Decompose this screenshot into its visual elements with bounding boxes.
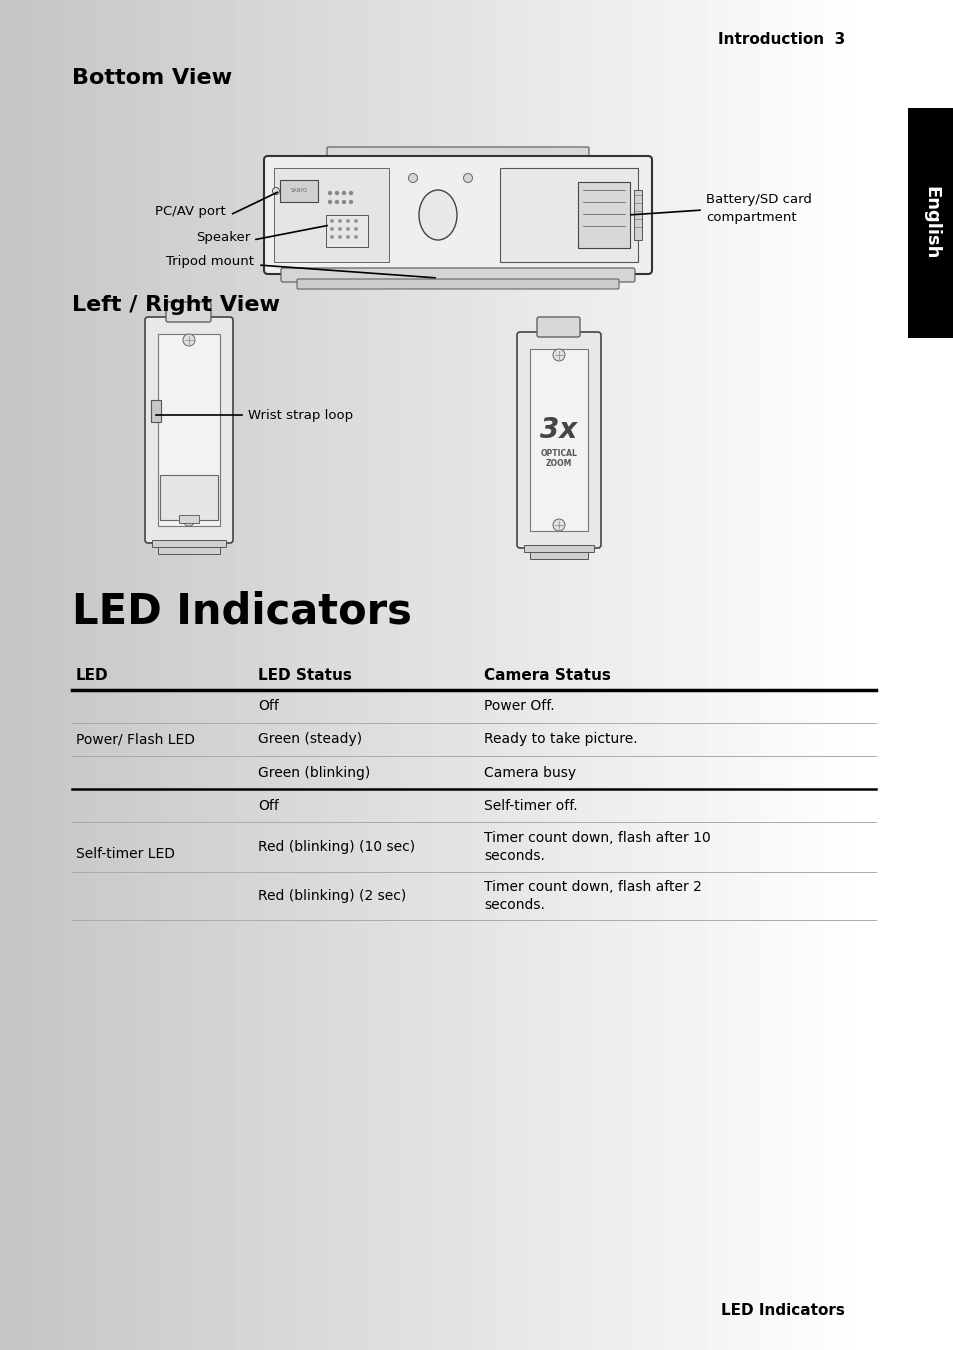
Text: Off: Off [257, 699, 278, 714]
Bar [578, 182, 629, 248]
Text: Camera Status: Camera Status [483, 668, 610, 683]
FancyBboxPatch shape [166, 302, 211, 323]
FancyBboxPatch shape [537, 317, 579, 338]
Text: Battery/SD card
compartment: Battery/SD card compartment [705, 193, 811, 224]
Circle shape [273, 188, 279, 194]
Text: ZOOM: ZOOM [545, 459, 572, 468]
Text: SANYO: SANYO [291, 189, 307, 193]
Text: OPTICAL: OPTICAL [540, 450, 577, 459]
Circle shape [328, 190, 332, 196]
Text: Timer count down, flash after 2
seconds.: Timer count down, flash after 2 seconds. [483, 880, 701, 913]
Ellipse shape [418, 190, 456, 240]
Circle shape [354, 227, 357, 231]
Bar [160, 475, 218, 520]
Circle shape [346, 227, 350, 231]
Text: Tripod mount: Tripod mount [166, 255, 253, 269]
Bar [280, 180, 317, 202]
Text: Power Off.: Power Off. [483, 699, 554, 714]
Text: Wrist strap loop: Wrist strap loop [248, 409, 353, 421]
Circle shape [408, 174, 417, 182]
Circle shape [553, 518, 564, 531]
FancyBboxPatch shape [327, 147, 588, 161]
Text: LED Indicators: LED Indicators [71, 590, 412, 632]
Bar [907, 108, 953, 338]
Bar [179, 514, 199, 522]
Bar [499, 167, 638, 262]
Bar [530, 552, 587, 559]
Circle shape [328, 200, 332, 204]
Text: LED Indicators: LED Indicators [720, 1303, 844, 1318]
Text: Introduction  3: Introduction 3 [717, 32, 844, 47]
Circle shape [463, 174, 472, 182]
Text: 3x: 3x [539, 416, 577, 444]
Bar [523, 545, 594, 552]
Text: Bottom View: Bottom View [71, 68, 232, 88]
Circle shape [354, 235, 357, 239]
Text: Green (steady): Green (steady) [257, 733, 362, 747]
Circle shape [335, 200, 339, 204]
FancyBboxPatch shape [281, 269, 635, 282]
Text: Off: Off [257, 798, 278, 813]
FancyBboxPatch shape [264, 157, 651, 274]
Bar [326, 215, 368, 247]
Circle shape [346, 219, 350, 223]
Bar [634, 190, 641, 240]
Circle shape [341, 200, 346, 204]
Circle shape [337, 235, 341, 239]
Text: English: English [921, 186, 939, 259]
Circle shape [341, 190, 346, 196]
Circle shape [330, 235, 334, 239]
Text: Green (blinking): Green (blinking) [257, 765, 370, 779]
Text: LED Status: LED Status [257, 668, 352, 683]
FancyBboxPatch shape [145, 317, 233, 543]
Circle shape [330, 219, 334, 223]
Circle shape [354, 219, 357, 223]
Text: Speaker: Speaker [195, 231, 250, 244]
Text: Self-timer LED: Self-timer LED [76, 848, 174, 861]
Circle shape [183, 514, 194, 526]
Text: Red (blinking) (2 sec): Red (blinking) (2 sec) [257, 890, 406, 903]
Text: Power/ Flash LED: Power/ Flash LED [76, 733, 194, 747]
Bar [152, 540, 226, 547]
FancyBboxPatch shape [517, 332, 600, 548]
Circle shape [337, 219, 341, 223]
Text: PC/AV port: PC/AV port [155, 205, 226, 219]
Circle shape [330, 227, 334, 231]
Text: Camera busy: Camera busy [483, 765, 576, 779]
Circle shape [335, 190, 339, 196]
FancyBboxPatch shape [296, 279, 618, 289]
Text: Self-timer off.: Self-timer off. [483, 798, 577, 813]
Bar [158, 333, 220, 526]
Circle shape [349, 190, 353, 196]
Bar [158, 547, 220, 553]
Text: Left / Right View: Left / Right View [71, 296, 280, 315]
Bar [869, 0, 953, 1350]
Circle shape [337, 227, 341, 231]
Bar [151, 400, 161, 423]
Circle shape [183, 333, 194, 346]
Text: LED: LED [76, 668, 109, 683]
Text: Red (blinking) (10 sec): Red (blinking) (10 sec) [257, 840, 415, 855]
Text: Timer count down, flash after 10
seconds.: Timer count down, flash after 10 seconds… [483, 830, 710, 863]
Bar [530, 350, 587, 531]
Circle shape [346, 235, 350, 239]
Text: Ready to take picture.: Ready to take picture. [483, 733, 637, 747]
Bar [274, 167, 389, 262]
Circle shape [553, 350, 564, 360]
Circle shape [349, 200, 353, 204]
